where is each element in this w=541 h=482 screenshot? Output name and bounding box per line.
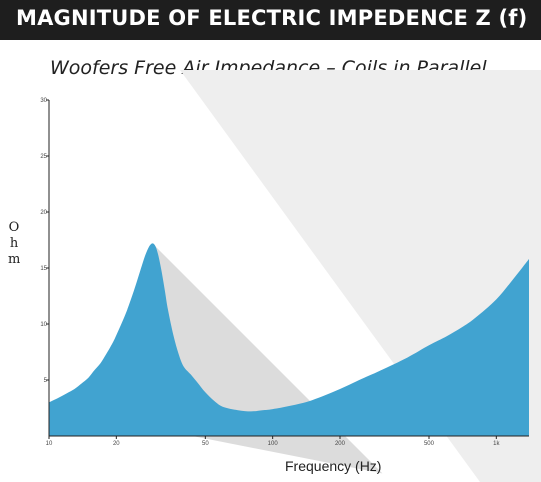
- x-tick-label: 500: [424, 441, 435, 447]
- y-tick-label: 10: [40, 322, 47, 328]
- header-title: MAGNITUDE OF ELECTRIC IMPEDENCE Z (f): [16, 6, 528, 30]
- y-tick-label: 5: [44, 378, 48, 384]
- x-tick-label: 1k: [493, 441, 500, 447]
- x-tick-label: 200: [335, 441, 346, 447]
- x-tick-label: 50: [202, 441, 209, 447]
- x-tick-label: 100: [268, 441, 279, 447]
- header-bar: MAGNITUDE OF ELECTRIC IMPEDENCE Z (f): [0, 0, 541, 40]
- y-axis-label-letter: m: [8, 252, 21, 267]
- x-tick-label: 10: [46, 441, 53, 447]
- x-axis-label: Frequency (Hz): [285, 458, 382, 474]
- y-axis-label-letter: O: [8, 220, 20, 235]
- x-tick-label: 20: [113, 441, 120, 447]
- y-axis-label-letter: h: [9, 236, 19, 251]
- impedance-area: [49, 243, 529, 436]
- y-tick-label: 25: [40, 154, 47, 160]
- y-tick-label: 30: [40, 98, 47, 104]
- y-tick-label: 15: [40, 266, 47, 272]
- y-tick-label: 20: [40, 210, 47, 216]
